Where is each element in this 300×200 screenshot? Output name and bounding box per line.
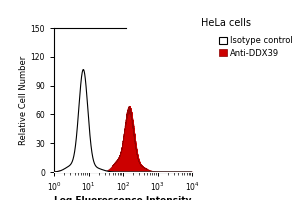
Text: HeLa cells: HeLa cells <box>201 18 251 28</box>
X-axis label: Log Fluorescence Intensity: Log Fluorescence Intensity <box>54 196 192 200</box>
Y-axis label: Relative Cell Number: Relative Cell Number <box>19 55 28 145</box>
Legend: Isotype control, Anti-DDX39: Isotype control, Anti-DDX39 <box>219 36 293 58</box>
